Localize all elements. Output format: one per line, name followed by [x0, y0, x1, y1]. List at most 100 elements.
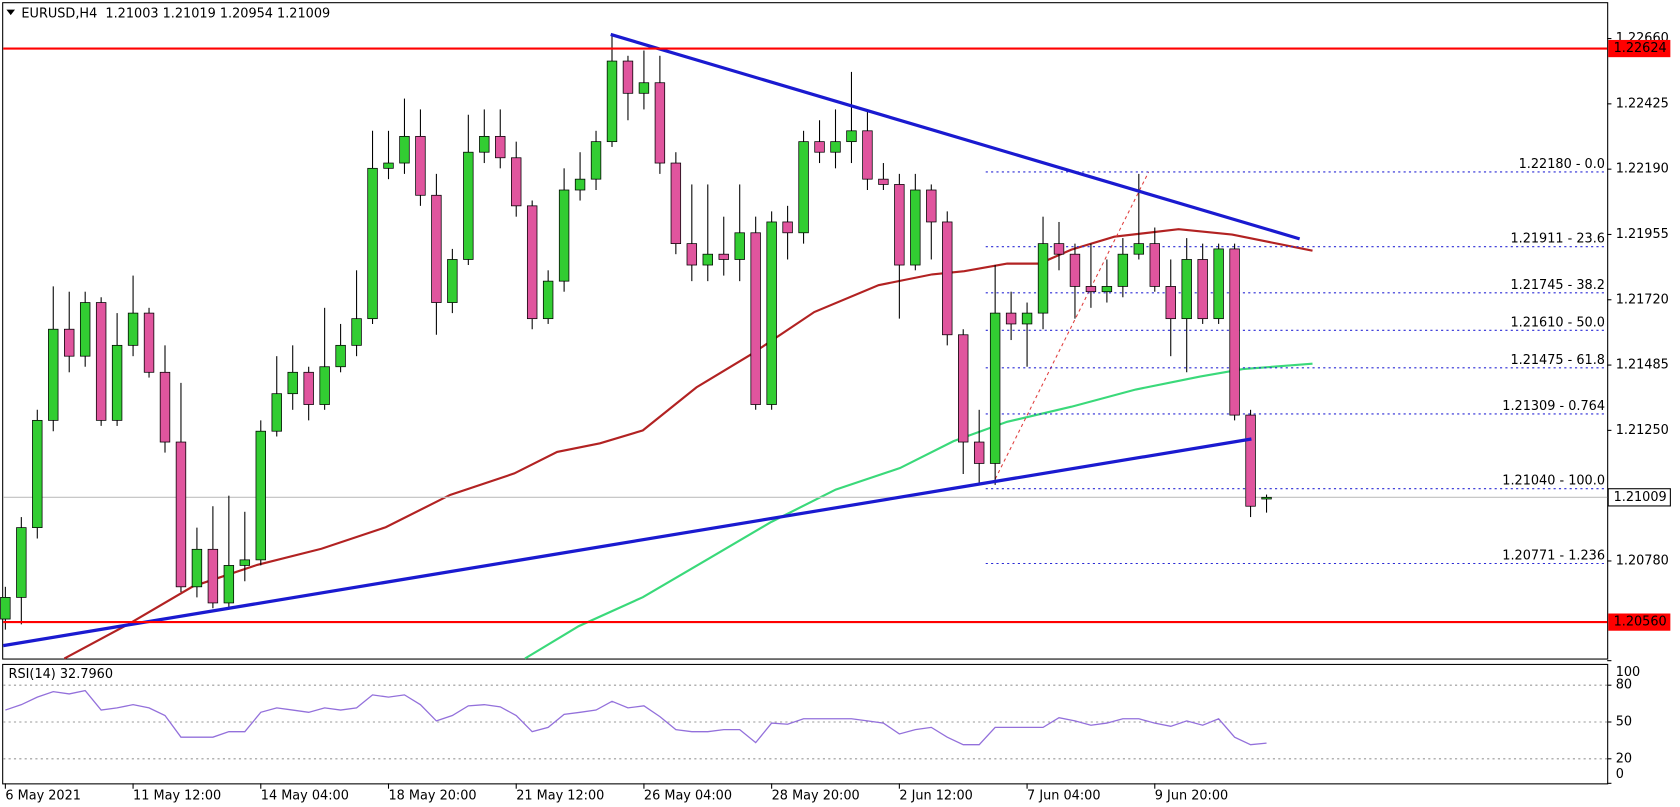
price-box-label: 1.20560	[1614, 615, 1667, 630]
menu-arrow	[6, 9, 15, 16]
candle-body	[846, 130, 857, 143]
candle-body	[319, 366, 330, 405]
candle-body	[1069, 253, 1081, 287]
candle-body	[0, 597, 11, 620]
fib-level-label: 1.21610 - 50.0	[1510, 315, 1605, 330]
candle-body	[1245, 414, 1256, 507]
candle-body	[878, 178, 889, 185]
candle-body	[1101, 286, 1113, 293]
candle-body	[495, 135, 506, 159]
candle-body	[734, 232, 745, 260]
main-frame	[2, 2, 1609, 660]
trend-lines	[2, 32, 1301, 648]
candle-body	[64, 328, 75, 357]
candle-body	[127, 312, 139, 346]
candle-body	[702, 253, 713, 266]
candle-body	[622, 60, 634, 94]
fib-level-label: 1.20771 - 1.236	[1502, 548, 1605, 563]
candle-body	[670, 162, 682, 245]
candle-body	[814, 141, 825, 153]
candle-body	[782, 221, 793, 234]
candle-body	[1021, 312, 1033, 325]
candle-body	[1053, 243, 1065, 255]
candle-body	[526, 205, 538, 320]
candle-body	[1037, 243, 1049, 314]
candle-body	[1213, 248, 1224, 320]
candle-body	[207, 548, 219, 604]
current-price-box	[1607, 488, 1671, 507]
candle-body	[973, 441, 985, 464]
fib-base-line	[994, 171, 1150, 480]
candle-body	[287, 371, 298, 395]
candle-body	[1261, 496, 1272, 500]
candle-body	[1229, 248, 1240, 416]
y-tick-label: 1.20780	[1616, 553, 1669, 568]
candle-body	[239, 559, 251, 566]
x-tick-label: 28 May 20:00	[772, 789, 860, 804]
fib-level-label: 1.21475 - 61.8	[1510, 353, 1605, 368]
candle-body	[191, 548, 203, 588]
y-tick-label: 1.21250	[1616, 423, 1669, 438]
candle-body	[558, 189, 570, 282]
price-box	[1608, 613, 1671, 631]
moving-average-100	[63, 228, 1313, 660]
candle-body	[48, 328, 59, 421]
candle-body	[1181, 259, 1192, 320]
candle-body	[1165, 286, 1176, 320]
candle-body	[654, 82, 666, 164]
candle-body	[894, 184, 905, 266]
candle-body	[159, 371, 171, 443]
candle-body	[223, 565, 235, 604]
candle-body	[910, 189, 921, 266]
candle-body	[1133, 243, 1145, 255]
candle-body	[718, 253, 729, 260]
candle-body	[862, 130, 873, 180]
x-tick-label: 21 May 12:00	[516, 789, 604, 804]
current-price-label: 1.21009	[1614, 490, 1667, 505]
y-tick-label: 1.21720	[1616, 292, 1669, 307]
candle-body	[255, 430, 266, 561]
candle-body	[351, 318, 362, 346]
candle-body	[511, 157, 522, 207]
candle-body	[175, 441, 187, 588]
candle-body	[686, 243, 698, 266]
candle-body	[16, 527, 27, 598]
moving-average-200	[524, 362, 1313, 660]
rsi-frame	[2, 663, 1609, 785]
candle-body	[271, 393, 282, 432]
candle-body	[95, 302, 107, 421]
rsi-y-tick-label: 100	[1616, 665, 1641, 680]
candle-body	[79, 302, 91, 357]
x-tick-label: 14 May 04:00	[261, 789, 349, 804]
candle-body	[335, 344, 346, 368]
candle-body	[574, 178, 586, 191]
candle-body	[463, 151, 474, 260]
fib-level-label: 1.22180 - 0.0	[1519, 157, 1605, 172]
candle-body	[942, 221, 953, 336]
overlay-layer	[63, 171, 1313, 660]
candle-body	[383, 162, 394, 169]
candle-body	[989, 312, 1001, 464]
x-tick-label: 26 May 04:00	[644, 789, 732, 804]
x-tick-label: 6 May 2021	[5, 789, 81, 804]
rsi-y-tick-label: 80	[1616, 678, 1632, 693]
candle-body	[143, 312, 155, 373]
candle-body	[750, 232, 761, 405]
candle-body	[1005, 312, 1017, 325]
y-tick-label: 1.22425	[1616, 96, 1669, 111]
y-tick-label: 1.21485	[1616, 358, 1669, 373]
price-box-label: 1.22624	[1614, 41, 1667, 56]
y-tick-label: 1.21955	[1616, 227, 1669, 242]
x-tick-label: 2 Jun 12:00	[899, 789, 972, 804]
candle-body	[766, 221, 777, 405]
candle-body	[798, 141, 809, 234]
candle-body	[926, 189, 937, 223]
candle-body	[958, 334, 969, 443]
rsi-y-tick-label: 20	[1616, 751, 1632, 766]
candle-body	[367, 167, 378, 320]
x-tick-label: 7 Jun 04:00	[1027, 789, 1100, 804]
candle-body	[830, 141, 841, 153]
candle-body	[542, 280, 554, 320]
